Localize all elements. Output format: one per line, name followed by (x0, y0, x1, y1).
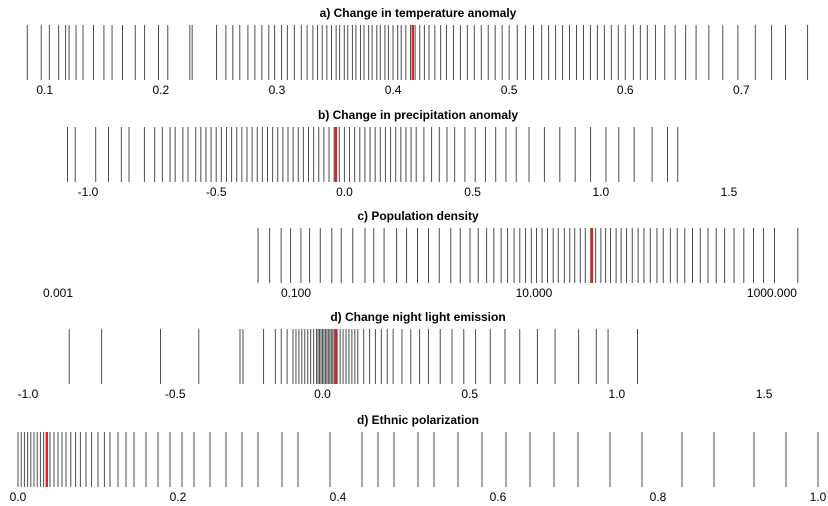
x-tick-label: 1.0 (592, 185, 609, 199)
x-tick-label: 10.000 (516, 286, 553, 300)
x-tick-label: 0.8 (650, 490, 667, 504)
panel-title: d) Ethnic polarization (357, 413, 479, 427)
x-tick-label: -0.5 (165, 387, 186, 401)
x-tick-label: 0.6 (617, 83, 634, 97)
x-tick-label: 1.0 (810, 490, 827, 504)
panel-title: a) Change in temperature anomaly (320, 6, 517, 20)
x-tick-label: 0.100 (281, 286, 311, 300)
x-tick-label: -0.5 (206, 185, 227, 199)
panel-title: b) Change in precipitation anomaly (318, 108, 518, 122)
x-tick-label: 0.0 (10, 490, 27, 504)
panel-title: d) Change night light emission (330, 310, 505, 324)
x-tick-label: 0.0 (336, 185, 353, 199)
x-tick-label: 0.0 (314, 387, 331, 401)
x-tick-label: 0.2 (152, 83, 169, 97)
x-tick-label: 0.6 (490, 490, 507, 504)
x-tick-label: 1.5 (756, 387, 773, 401)
x-tick-label: 0.4 (385, 83, 402, 97)
x-tick-label: 1000.000 (747, 286, 797, 300)
x-tick-label: 0.2 (170, 490, 187, 504)
x-tick-label: 0.3 (269, 83, 286, 97)
x-tick-label: 1.0 (609, 387, 626, 401)
x-tick-label: 0.7 (733, 83, 750, 97)
x-tick-label: 0.1 (36, 83, 53, 97)
x-tick-label: 0.5 (464, 185, 481, 199)
x-tick-label: 0.5 (501, 83, 518, 97)
x-tick-label: -1.0 (78, 185, 99, 199)
x-tick-label: -1.0 (18, 387, 39, 401)
x-tick-label: 0.5 (461, 387, 478, 401)
x-tick-label: 1.5 (721, 185, 738, 199)
panel-title: c) Population density (357, 209, 479, 223)
x-tick-label: 0.4 (330, 490, 347, 504)
x-tick-label: 0.001 (43, 286, 73, 300)
